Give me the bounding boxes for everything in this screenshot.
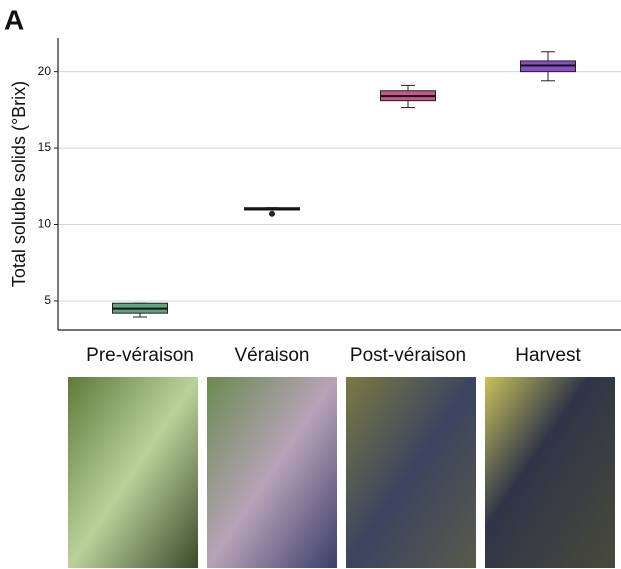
x-tick-label: Véraison (235, 345, 310, 366)
panel-label: A (4, 4, 24, 35)
y-tick-label: 10 (38, 217, 52, 231)
x-tick-label: Post-véraison (350, 345, 466, 366)
photo (207, 377, 337, 568)
photo (346, 377, 476, 568)
x-tick-label: Harvest (515, 345, 581, 366)
y-tick-label: 15 (38, 140, 52, 154)
outlier (269, 211, 275, 217)
x-tick-label: Pre-véraison (86, 345, 194, 366)
y-tick-label: 5 (44, 293, 51, 307)
page: A Total soluble solids (°Brix) 5 10 15 20 Pr… (0, 0, 621, 569)
y-axis-label: Total soluble solids (°Brix) (9, 81, 29, 287)
chart: A Total soluble solids (°Brix) 5 10 15 20 Pr… (0, 0, 621, 569)
y-tick-label: 20 (38, 64, 52, 78)
photo (485, 377, 615, 568)
photo (68, 377, 198, 568)
